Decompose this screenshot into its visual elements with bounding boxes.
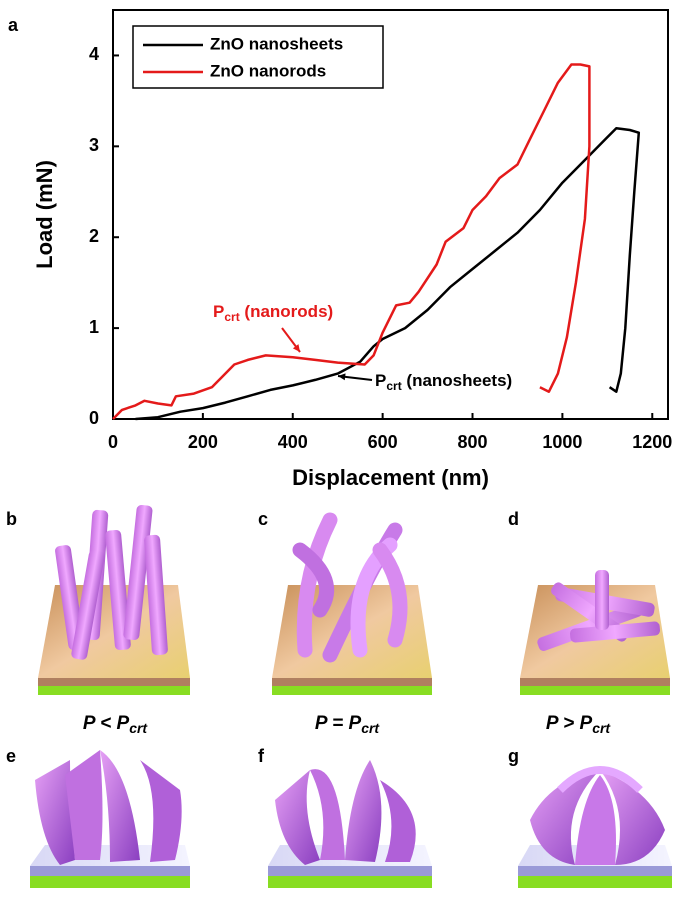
illustration-e: [30, 750, 190, 888]
y-tick-label: 2: [89, 226, 99, 246]
illustration-b: [38, 505, 190, 695]
annotation-main: P: [375, 371, 386, 390]
y-tick-label: 1: [89, 317, 99, 337]
annotation-arrowhead: [292, 344, 300, 352]
annotation-sub: crt: [224, 310, 239, 324]
x-tick-label: 200: [188, 432, 218, 452]
x-tick-label: 600: [368, 432, 398, 452]
series-line: [135, 126, 641, 421]
illustration-f: [268, 760, 432, 888]
panel-label: e: [6, 746, 16, 766]
illustrations: [30, 505, 672, 888]
condition-text: P < P: [83, 713, 130, 734]
y-tick-label: 3: [89, 135, 99, 155]
condition-label: P > Pcrt: [546, 713, 612, 736]
condition-sub: crt: [361, 720, 380, 736]
condition-text: P = P: [315, 713, 362, 734]
condition-label: P = Pcrt: [315, 713, 381, 736]
plot-frame: [112, 9, 669, 420]
panel-label: d: [508, 509, 519, 529]
condition-label: P < Pcrt: [83, 713, 149, 736]
x-tick-label: 1000: [542, 432, 582, 452]
legend-box: [132, 25, 384, 89]
panel-label: b: [6, 509, 17, 529]
panel-label: g: [508, 746, 519, 766]
annotation: Pcrt (nanosheets): [375, 371, 512, 393]
annotation: Pcrt (nanorods): [213, 302, 333, 324]
illustration-g: [518, 766, 672, 888]
y-tick-label: 4: [89, 44, 99, 64]
condition-sub: crt: [129, 720, 148, 736]
illustration-c: [272, 512, 432, 695]
series-line: [112, 63, 591, 420]
x-tick-label: 400: [278, 432, 308, 452]
panel-label: f: [258, 746, 265, 766]
illustration-d: [520, 570, 670, 695]
condition-sub: crt: [592, 720, 611, 736]
panel-label: c: [258, 509, 268, 529]
annotation-arrowhead: [338, 373, 346, 381]
y-axis-label: Load (mN): [32, 160, 57, 269]
annotation-sub: crt: [386, 379, 401, 393]
condition-text: P > P: [546, 713, 593, 734]
annotation-rest: (nanorods): [240, 302, 334, 321]
annotation-rest: (nanosheets): [402, 371, 513, 390]
x-tick-label: 0: [108, 432, 118, 452]
x-axis-label: Displacement (nm): [292, 465, 489, 490]
annotation-main: P: [213, 302, 224, 321]
legend-label: ZnO nanorods: [210, 61, 326, 80]
panel-label: a: [8, 15, 19, 35]
x-tick-label: 1200: [632, 432, 672, 452]
legend-label: ZnO nanosheets: [210, 34, 343, 53]
x-tick-label: 800: [457, 432, 487, 452]
y-tick-label: 0: [89, 408, 99, 428]
